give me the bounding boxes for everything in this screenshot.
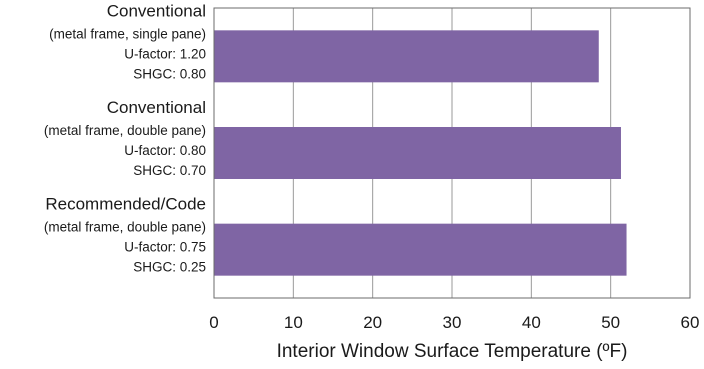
bar	[214, 223, 627, 276]
x-tick-labels: 0 10 20 30 40 50 60	[209, 313, 699, 332]
category-detail: U-factor: 0.75	[124, 240, 206, 255]
bar	[214, 127, 621, 179]
category-detail: U-factor: 1.20	[124, 46, 206, 61]
category-name: Conventional	[107, 98, 206, 117]
bar	[214, 30, 599, 83]
x-axis-label: Interior Window Surface Temperature (ºF)	[277, 341, 628, 362]
category-detail: U-factor: 0.80	[124, 143, 206, 158]
category-detail: (metal frame, single pane)	[49, 26, 206, 41]
category-detail: SHGC: 0.25	[133, 260, 206, 275]
category-label: Conventional (metal frame, single pane) U-…	[49, 1, 206, 81]
category-name: Conventional	[107, 1, 206, 20]
x-tick-label: 60	[681, 313, 700, 332]
plot-border	[213, 7, 691, 299]
category-label: Conventional (metal frame, double pane) U-…	[44, 98, 206, 178]
category-detail: (metal frame, double pane)	[44, 220, 206, 235]
category-detail: (metal frame, double pane)	[44, 123, 206, 138]
bars	[214, 30, 627, 276]
x-tick-label: 40	[522, 313, 541, 332]
x-tick-label: 30	[443, 313, 462, 332]
category-labels: Conventional (metal frame, single pane) U-…	[44, 1, 206, 274]
x-tick-label: 50	[601, 313, 620, 332]
category-detail: SHGC: 0.80	[133, 66, 206, 81]
category-detail: SHGC: 0.70	[133, 163, 206, 178]
x-tick-label: 20	[363, 313, 382, 332]
category-label: Recommended/Code (metal frame, double pan…	[44, 195, 206, 275]
category-name: Recommended/Code	[45, 195, 206, 214]
x-tick-label: 0	[209, 313, 218, 332]
x-tick-label: 10	[284, 313, 303, 332]
